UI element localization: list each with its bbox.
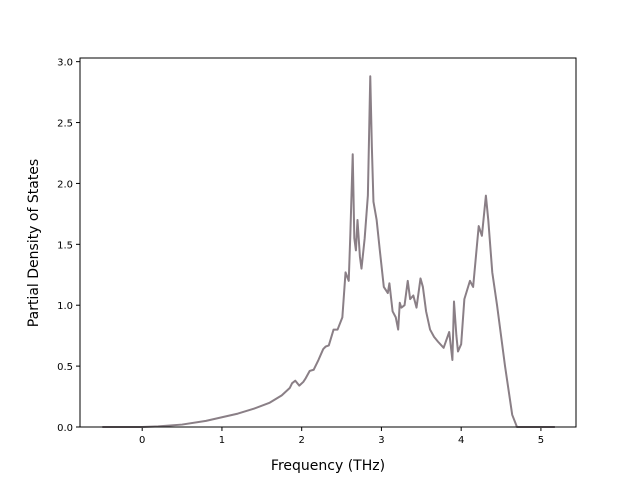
y-axis-label: Partial Density of States bbox=[26, 159, 42, 327]
x-tick-label: 1 bbox=[219, 435, 225, 446]
plot-frame bbox=[79, 57, 577, 428]
y-tick-label: 0.0 bbox=[57, 423, 73, 434]
x-tick-label: 2 bbox=[298, 435, 304, 446]
y-tick-label: 1.5 bbox=[57, 240, 73, 251]
y-tick-label: 0.5 bbox=[57, 362, 73, 373]
y-tick-label: 3.0 bbox=[57, 58, 73, 69]
x-tick-label: 0 bbox=[139, 435, 145, 446]
x-tick-label: 5 bbox=[538, 435, 544, 446]
data-line bbox=[102, 75, 555, 428]
x-axis-label: Frequency (THz) bbox=[271, 458, 385, 474]
y-tick-label: 1.0 bbox=[57, 301, 73, 312]
x-tick-label: 4 bbox=[458, 435, 464, 446]
y-tick-label: 2.5 bbox=[57, 119, 73, 130]
x-tick-label: 3 bbox=[378, 435, 384, 446]
y-tick-label: 2.0 bbox=[57, 179, 73, 190]
